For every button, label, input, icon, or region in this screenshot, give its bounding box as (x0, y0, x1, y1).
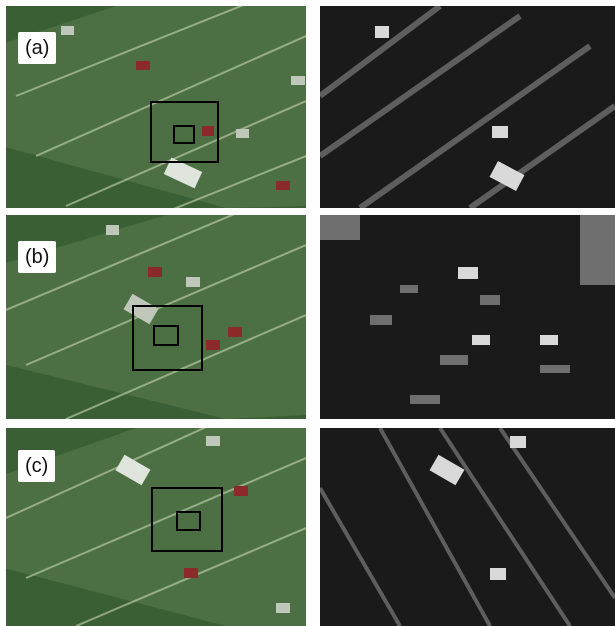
segmentation-panel-a (320, 6, 615, 208)
photo-panel-a: (a) (6, 6, 306, 208)
panel-label: (a) (18, 32, 57, 64)
panel-label: (c) (18, 450, 56, 482)
photo-panel-c: (c) (6, 428, 306, 626)
segmentation-panel-c (320, 428, 615, 626)
panel-label: (b) (18, 241, 57, 273)
photo-panel-b: (b) (6, 215, 306, 419)
segmentation-panel-b (320, 215, 615, 419)
